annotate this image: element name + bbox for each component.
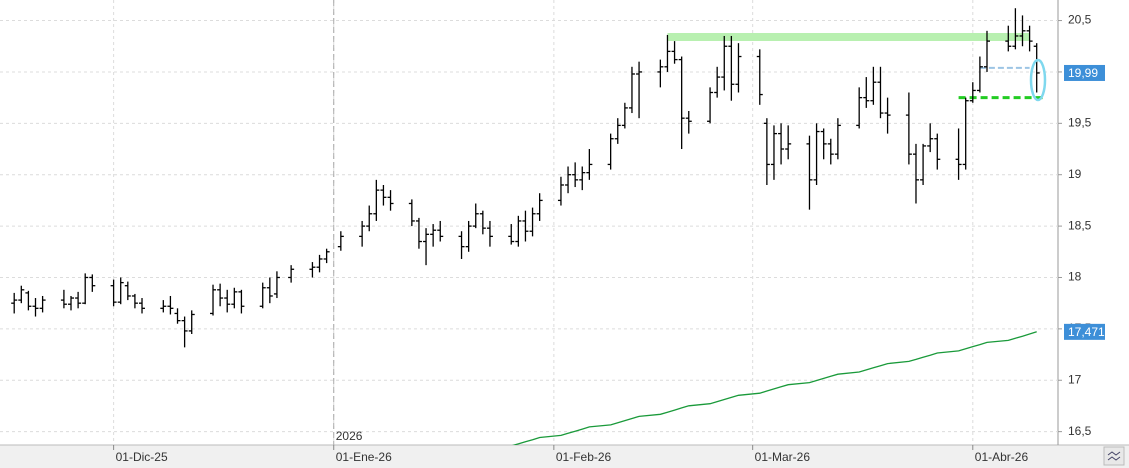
x-tick-label: 01-Mar-26 [755,450,811,464]
y-tick-label: 20,5 [1068,13,1092,27]
x-tick-label: 01-Abr-26 [975,450,1029,464]
year-label: 2026 [336,429,363,443]
y-tick-label: 18,5 [1068,218,1092,232]
axes: 16,51717,51818,51919,52020,501-Dic-2501-… [113,13,1105,464]
x-tick-label: 01-Dic-25 [116,450,168,464]
scale-icon [1107,451,1121,461]
last-value-label: 19,99 [1068,66,1098,80]
highlight [1029,58,1047,102]
last-value-label: 17,471 [1068,325,1105,339]
line-series [511,331,1037,445]
grid [0,0,1058,445]
x-tick-label: 01-Ene-26 [336,450,392,464]
x-tick-label: 01-Feb-26 [556,450,612,464]
last-value-box [1064,323,1105,340]
y-tick-label: 19 [1068,167,1082,181]
last-value-box [1064,64,1105,81]
y-tick-label: 17 [1068,372,1082,386]
plot [11,8,1044,445]
y-tick-label: 19,5 [1068,115,1092,129]
scale-button[interactable] [1103,446,1125,466]
y-tick-label: 16,5 [1068,424,1092,438]
x-axis-band [0,445,1129,468]
y-tick-label: 18 [1068,270,1082,284]
